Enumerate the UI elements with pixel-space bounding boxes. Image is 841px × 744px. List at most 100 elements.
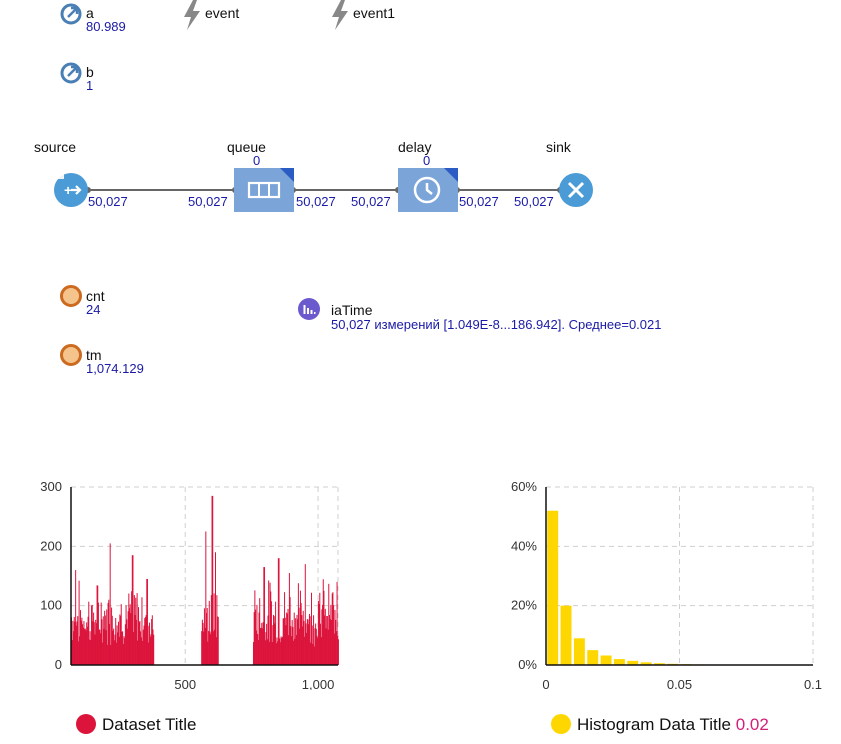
data-bar	[73, 631, 75, 665]
data-bar	[131, 591, 133, 665]
data-bar	[310, 642, 312, 665]
data-bar	[297, 583, 299, 665]
data-bar	[206, 607, 208, 665]
event-name: event1	[353, 5, 396, 21]
data-bar	[306, 632, 308, 665]
data-bar	[87, 616, 89, 665]
data-bar	[144, 617, 146, 665]
data-bar	[91, 605, 93, 665]
data-bar	[263, 567, 265, 665]
legend-label: Dataset Title	[102, 715, 197, 734]
data-bar	[297, 619, 299, 665]
data-bar	[115, 642, 117, 665]
data-bar	[334, 609, 336, 665]
data-bar	[333, 605, 335, 665]
data-bar	[211, 495, 213, 665]
data-bar	[311, 592, 313, 665]
parameter-value: 80.989	[86, 19, 126, 34]
data-bar	[215, 637, 217, 665]
queue-out-count: 50,027	[296, 194, 336, 209]
data-bar	[289, 597, 291, 665]
data-bar	[137, 640, 139, 665]
data-bar	[266, 623, 268, 665]
data-bar	[273, 616, 275, 665]
parameter-icon	[60, 62, 82, 84]
data-bar	[255, 630, 257, 665]
delay-size: 0	[423, 153, 431, 168]
data-bar	[129, 604, 131, 665]
data-bar	[295, 618, 297, 665]
x-tick-label: 0.1	[804, 677, 822, 690]
statistics-summary: 50,027 измерений [1.049E-8...186.942]. С…	[331, 317, 662, 332]
data-bar	[326, 615, 328, 665]
data-bar	[138, 607, 140, 665]
data-bar	[322, 604, 324, 665]
data-bar	[322, 579, 324, 665]
data-bar	[293, 640, 295, 665]
data-bar	[210, 634, 212, 665]
data-bar	[77, 641, 79, 665]
data-bar	[262, 622, 264, 665]
data-bar	[120, 615, 122, 665]
data-bar	[312, 643, 314, 665]
data-bar	[303, 620, 305, 665]
data-bar	[216, 595, 218, 665]
data-bar	[317, 600, 319, 665]
data-bar	[80, 620, 82, 665]
data-bar	[84, 628, 86, 665]
data-bar	[327, 629, 329, 665]
data-bar	[217, 616, 219, 665]
data-bar	[100, 633, 102, 665]
data-bar	[146, 578, 148, 665]
data-bar	[319, 623, 321, 665]
histogram-bar	[573, 638, 585, 665]
data-bar	[127, 611, 129, 665]
data-bar	[115, 617, 117, 665]
data-bar	[324, 615, 326, 665]
data-bar	[313, 615, 315, 665]
variable-value: 24	[86, 302, 101, 317]
histogram-bar	[640, 662, 652, 665]
variable-icon	[60, 285, 82, 307]
data-bar	[100, 602, 102, 665]
y-tick-label: 0	[55, 657, 62, 672]
data-bar	[93, 612, 95, 665]
y-tick-label: 100	[40, 598, 62, 613]
y-tick-label: 40%	[511, 538, 537, 553]
data-bar	[316, 635, 318, 665]
data-bar	[93, 622, 95, 665]
data-bar	[83, 621, 85, 665]
block-label: source	[34, 139, 77, 155]
data-bar	[104, 615, 106, 665]
data-bar	[313, 646, 315, 665]
data-bar	[286, 612, 288, 665]
delay-in-count: 50,027	[351, 194, 391, 209]
data-bar	[94, 634, 96, 665]
histogram-bar	[613, 659, 625, 665]
data-bar	[275, 601, 277, 665]
data-bar	[323, 590, 325, 665]
data-bar	[298, 607, 300, 665]
data-bar	[285, 625, 287, 665]
data-bar	[84, 629, 86, 665]
data-bar	[106, 644, 108, 665]
x-tick-label: 0	[542, 677, 549, 690]
data-bar	[293, 612, 295, 665]
data-bar	[325, 628, 327, 665]
data-bar	[95, 619, 97, 665]
data-bar	[123, 636, 125, 665]
queue-size: 0	[253, 153, 261, 168]
data-bar	[201, 631, 203, 665]
data-bar	[152, 629, 154, 665]
data-bar	[138, 622, 140, 665]
data-bar	[79, 636, 81, 665]
data-bar	[133, 631, 135, 665]
data-bar	[279, 638, 281, 665]
data-bar	[102, 616, 104, 665]
data-bar	[276, 637, 278, 665]
y-tick-label: 20%	[511, 598, 537, 613]
data-bar	[335, 631, 337, 665]
data-bar	[320, 637, 322, 665]
data-bar	[108, 623, 110, 665]
data-bar	[86, 622, 88, 665]
